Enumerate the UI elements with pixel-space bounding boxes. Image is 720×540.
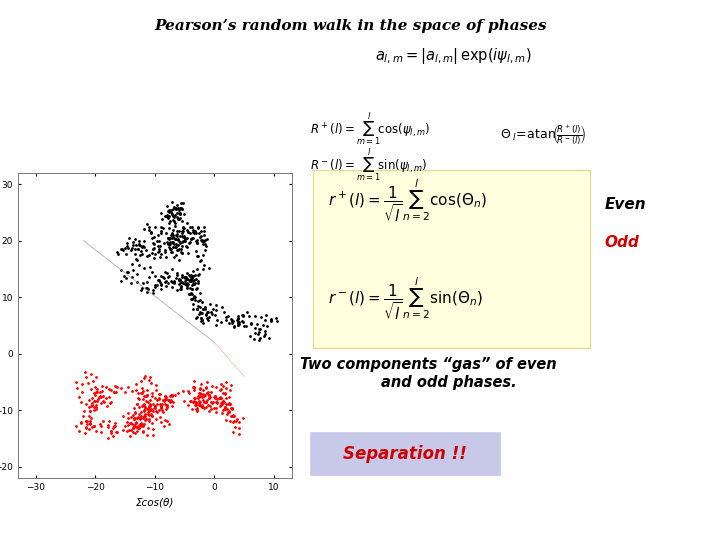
X-axis label: Σcos(θ): Σcos(θ) <box>135 497 174 507</box>
Text: $R^-(l) = \sum_{m=1}^{l}\!\sin(\psi_{l,m})$: $R^-(l) = \sum_{m=1}^{l}\!\sin(\psi_{l,m… <box>310 146 427 183</box>
Text: Separation !!: Separation !! <box>343 444 467 463</box>
Text: $R^+(l) = \sum_{m=1}^{l}\!\cos(\psi_{l,m})$: $R^+(l) = \sum_{m=1}^{l}\!\cos(\psi_{l,m… <box>310 111 430 147</box>
Text: Odd: Odd <box>605 235 639 250</box>
Text: $\Theta_{\ l}\!=\!\mathrm{atan}\!\left(\!\frac{R^+(l)}{R^-(l)}\!\right)$: $\Theta_{\ l}\!=\!\mathrm{atan}\!\left(\… <box>500 124 587 148</box>
Text: $r^-(l) = \dfrac{1}{\sqrt{l}}\sum_{n=2}^{l}\sin(\Theta_n)$: $r^-(l) = \dfrac{1}{\sqrt{l}}\sum_{n=2}^… <box>328 275 483 322</box>
Text: Even: Even <box>605 197 647 212</box>
Text: $r^+(l) = \dfrac{1}{\sqrt{l}}\sum_{n=2}^{l}\cos(\Theta_n)$: $r^+(l) = \dfrac{1}{\sqrt{l}}\sum_{n=2}^… <box>328 178 487 225</box>
Text: $a_{l,m} = |a_{l,m}|\,\exp(i\psi_{l,m})$: $a_{l,m} = |a_{l,m}|\,\exp(i\psi_{l,m})$ <box>375 46 532 66</box>
Text: Two components “gas” of even
        and odd phases.: Two components “gas” of even and odd pha… <box>300 357 557 390</box>
Text: Pearson’s random walk in the space of phases: Pearson’s random walk in the space of ph… <box>155 19 547 33</box>
